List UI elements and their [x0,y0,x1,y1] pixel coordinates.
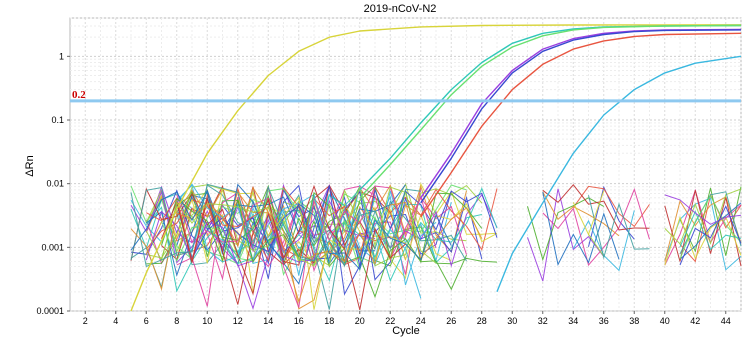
noise-trace [176,187,498,282]
amplification-curve [359,24,742,199]
noise-trace [527,197,605,262]
noise-trace [664,196,742,262]
y-axis-ticks: 0.0001 0.001 0.01 0.1 1 [36,51,70,316]
noise-trace [664,188,742,245]
x-tick-label: 24 [416,316,426,326]
noise-trace [145,199,376,267]
noise-trace [542,191,620,266]
amplification-curve [130,24,742,312]
noise-trace [679,194,742,260]
noise-trace [176,185,437,308]
x-tick-label: 10 [202,316,212,326]
noise-trace [588,234,605,257]
x-tick-label: 6 [144,316,149,326]
noise-traces [130,182,742,311]
x-tick-label: 8 [174,316,179,326]
noise-trace [145,187,422,281]
threshold-label: 0.2 [72,89,86,101]
noise-trace [130,186,483,304]
x-tick-label: 42 [690,316,700,326]
x-tick-label: 26 [446,316,456,326]
noise-trace [176,188,498,310]
noise-trace [130,183,452,271]
noise-trace [542,184,650,231]
amplification-curve [420,32,742,218]
threshold: 0.2 [70,89,741,103]
noise-trace [130,185,376,296]
chart-title: 2019-nCoV-N2 [364,3,437,15]
x-tick-label: 14 [263,316,273,326]
noise-trace [664,194,742,225]
noise-trace [679,210,742,251]
x-tick-label: 18 [324,316,334,326]
noise-trace [161,184,406,311]
x-tick-label: 2 [83,316,88,326]
y-tick-label: 1 [59,51,64,61]
noise-trace [664,215,742,266]
x-tick-label: 36 [599,316,609,326]
x-tick-label: 34 [568,316,578,326]
x-tick-label: 44 [721,316,731,326]
noise-trace [130,183,421,268]
y-tick-label: 0.0001 [36,306,64,316]
x-tick-label: 38 [629,316,639,326]
noise-trace [542,187,650,267]
noise-trace [679,205,742,266]
x-tick-label: 12 [233,316,243,326]
noise-trace [176,184,437,286]
x-tick-label: 30 [507,316,517,326]
y-axis-label: ΔRn [24,155,36,176]
noise-trace [146,184,406,277]
x-axis-ticks: 2 4 6 8 10 12 14 16 18 20 22 24 26 28 30 32 34 36 38 40 42 44 [83,311,731,326]
y-tick-label: 0.01 [46,179,64,189]
y-tick-label: 0.001 [41,242,64,252]
noise-trace [161,191,483,299]
x-tick-label: 40 [660,316,670,326]
noise-trace [130,185,376,265]
noise-trace [572,190,605,236]
x-tick-label: 4 [113,316,118,326]
x-tick-label: 20 [355,316,365,326]
amplification-curve [496,55,742,293]
noise-trace [588,185,635,247]
noise-trace [130,184,498,268]
x-tick-label: 28 [477,316,487,326]
noise-trace [572,185,650,228]
amplification-curve [420,29,742,204]
noise-trace [542,191,620,237]
noise-trace [176,183,422,299]
noise-trace [664,190,742,267]
noise-trace [588,195,650,260]
x-tick-label: 32 [538,316,548,326]
noise-trace [146,193,361,261]
x-tick-label: 16 [294,316,304,326]
x-tick-label: 22 [385,316,395,326]
amplification-curves [130,24,742,312]
noise-trace [146,184,483,267]
y-tick-label: 0.1 [51,115,64,125]
noise-trace [664,188,742,266]
noise-trace [145,185,437,267]
x-axis-label: Cycle [392,325,420,337]
